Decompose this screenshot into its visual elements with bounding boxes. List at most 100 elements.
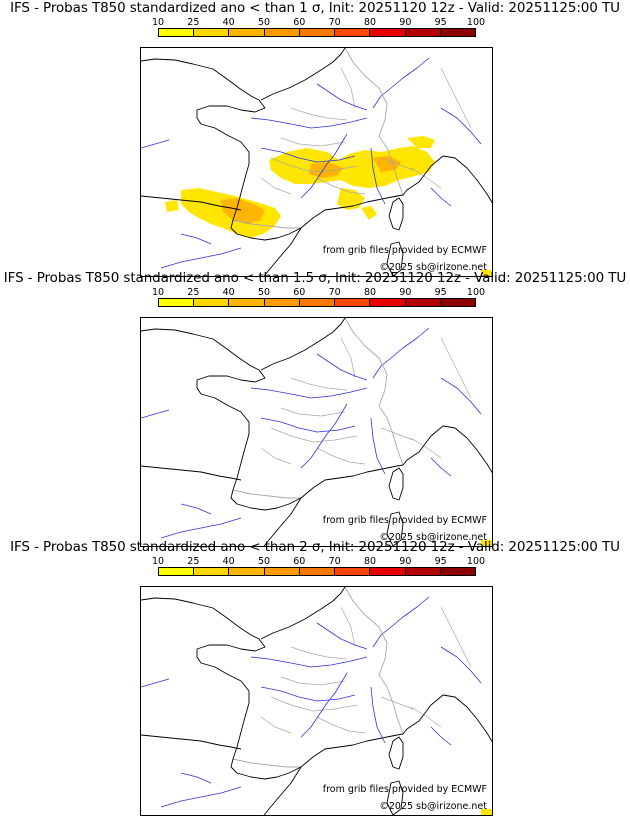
river: [180, 503, 212, 515]
river: [141, 678, 170, 688]
admin-boundary: [410, 437, 442, 459]
colorbar-cell: [370, 568, 406, 575]
colorbar-label: 50: [257, 17, 271, 28]
colorbar-cell: [159, 568, 195, 575]
corsica-coastline: [388, 197, 404, 231]
sardinia-coastline: [386, 780, 404, 815]
river: [372, 596, 430, 648]
river: [430, 457, 452, 477]
admin-boundary: [290, 107, 348, 121]
river: [141, 409, 170, 419]
river: [160, 786, 242, 808]
river: [430, 187, 452, 207]
colorbar-labels: 10 25 40 50 60 70 80 90 95 100: [152, 17, 485, 29]
copyright: ©2025 sb@irizone.net: [379, 801, 487, 812]
colorbar: [158, 567, 476, 576]
sardinia-coastline: [386, 241, 404, 276]
admin-boundary: [410, 167, 442, 189]
admin-boundary: [290, 377, 348, 391]
river: [440, 377, 482, 415]
probability-area-low: [361, 206, 377, 220]
admin-boundary: [270, 157, 358, 173]
corsica-coastline: [388, 736, 404, 770]
river: [250, 656, 368, 668]
river: [250, 117, 368, 129]
coastline: [263, 497, 302, 546]
map-svg: [141, 318, 492, 546]
map-panel-1: IFS - Probas T850 standardized ano < tha…: [0, 0, 630, 277]
colorbar-cell: [370, 29, 406, 36]
admin-boundary: [410, 706, 442, 728]
panel-title: IFS - Probas T850 standardized ano < tha…: [10, 539, 620, 555]
river: [316, 83, 368, 111]
coastline: [263, 227, 302, 276]
colorbar-cell: [440, 29, 475, 36]
colorbar-cell: [229, 568, 265, 575]
probability-area-low: [165, 200, 179, 212]
grib-credit: from grib files provided by ECMWF: [322, 515, 487, 526]
river: [316, 353, 368, 381]
country-border: [232, 489, 301, 499]
river: [180, 233, 212, 245]
colorbar-cell: [440, 299, 475, 306]
colorbar-labels: 10 25 40 50 60 70 80 90 95 100: [152, 287, 485, 299]
colorbar-label: 90: [399, 17, 412, 28]
colorbar-cell: [229, 29, 265, 36]
probability-area-mid: [309, 162, 343, 178]
colorbar-label: 60: [293, 287, 306, 298]
panel-title: IFS - Probas T850 standardized ano < tha…: [10, 0, 620, 16]
coastline: [260, 587, 346, 640]
france-map: from grib files provided by ECMWF ©2025 …: [140, 586, 493, 816]
coastline: [442, 155, 492, 204]
colorbar-cell: [440, 568, 475, 575]
panel-title: IFS - Probas T850 standardized ano < tha…: [3, 270, 627, 286]
colorbar-label: 60: [293, 17, 306, 28]
map-svg: [141, 587, 492, 815]
river: [250, 387, 368, 399]
admin-boundary: [316, 447, 366, 465]
coastline: [260, 48, 346, 101]
river: [180, 772, 212, 784]
colorbar-label: 25: [187, 17, 200, 28]
probability-area-mid: [221, 198, 265, 224]
grib-credit: from grib files provided by ECMWF: [322, 784, 487, 795]
river: [260, 147, 356, 163]
river: [300, 403, 348, 469]
colorbar-label: 95: [434, 17, 447, 28]
colorbar-cell: [335, 29, 371, 36]
colorbar-label: 50: [257, 287, 271, 298]
river: [260, 417, 356, 433]
coastline: [141, 597, 444, 780]
colorbar-cell: [194, 29, 230, 36]
admin-boundary: [280, 137, 346, 147]
admin-boundary: [316, 716, 366, 734]
colorbar-label: 40: [222, 287, 235, 298]
coastline: [263, 766, 302, 815]
river: [440, 646, 482, 684]
coastline: [141, 465, 242, 481]
admin-boundary: [440, 67, 472, 129]
country-border: [344, 587, 404, 735]
colorbar-cell: [264, 568, 300, 575]
coastline: [442, 425, 492, 474]
colorbar-cell: [264, 29, 300, 36]
river: [300, 133, 348, 199]
colorbar-label: 95: [434, 556, 447, 567]
admin-boundary: [290, 646, 348, 660]
colorbar-label: 100: [466, 287, 486, 298]
coastline: [141, 328, 444, 511]
colorbar-labels: 10 25 40 50 60 70 80 90 95 100: [152, 556, 485, 568]
river: [260, 686, 356, 702]
admin-boundary: [380, 427, 414, 441]
coastline: [141, 58, 444, 241]
river: [430, 726, 452, 746]
river: [160, 517, 242, 539]
colorbar-label: 70: [328, 17, 341, 28]
coastline: [141, 734, 242, 750]
colorbar-label: 100: [466, 17, 486, 28]
colorbar-cell: [335, 568, 371, 575]
country-border: [232, 758, 301, 768]
colorbar-label: 25: [187, 287, 200, 298]
copyright: ©2025 sb@irizone.net: [379, 262, 487, 273]
colorbar-label: 10: [151, 17, 165, 28]
